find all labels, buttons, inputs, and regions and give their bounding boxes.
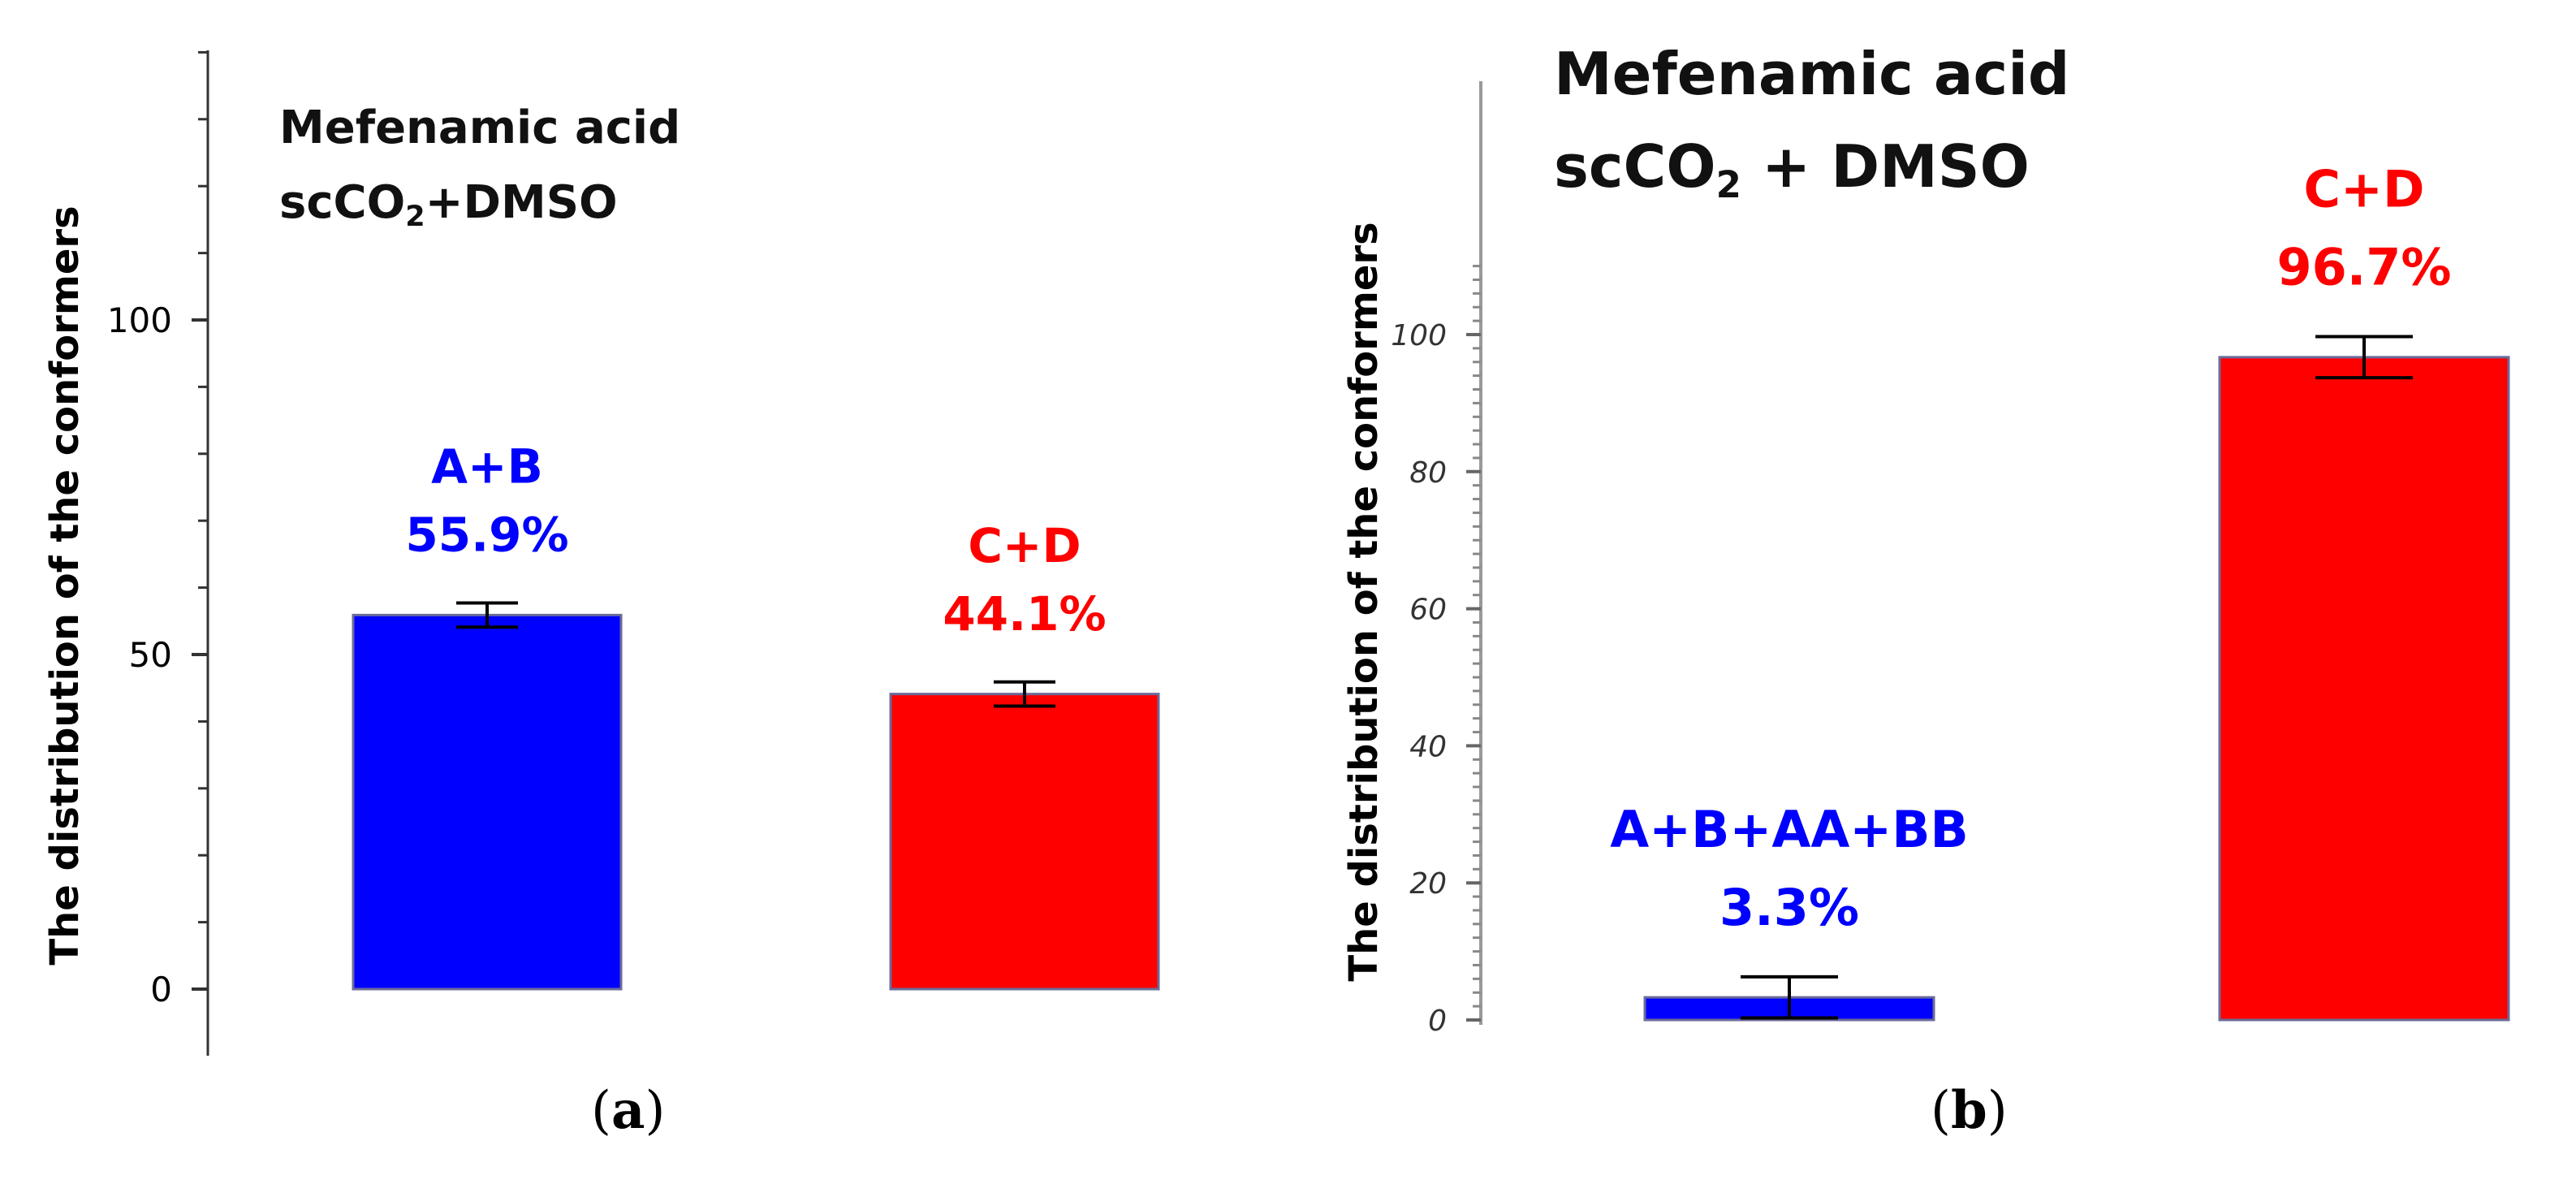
chart-b-value-label: 96.7%	[2276, 238, 2451, 297]
chart-a-category-label: A+B	[431, 439, 543, 495]
chart-b-ytick-label: 100	[1391, 319, 1447, 352]
chart-b-category-label: A+B+AA+BB	[1610, 800, 1969, 859]
chart-a-ytick-label: 100	[107, 300, 172, 340]
chart-a-title-line2: scCO2+DMSO	[279, 176, 618, 233]
chart-a-svg: 0 50 100 The distribution of the conformers…	[42, 50, 1160, 1056]
chart-a-category-label: C+D	[968, 518, 1081, 573]
chart-a-ylabel: The distribution of the conformers	[42, 205, 88, 965]
chart-b-ylabel: The distribution of the conformers	[1341, 222, 1387, 981]
chart-b-ytick-label: 20	[1409, 867, 1447, 901]
panel-b-caption: (b)	[1931, 1080, 2008, 1141]
chart-b-bar-c-d	[2218, 356, 2510, 1022]
chart-b-ytick-label: 60	[1409, 594, 1447, 627]
chart-a-value-label: 44.1%	[943, 586, 1106, 642]
chart-b-ytick-label: 80	[1409, 456, 1447, 490]
chart-a-title-line1: Mefenamic acid	[279, 102, 680, 154]
panel-a-caption: (a)	[591, 1080, 666, 1141]
chart-panel-b: 0 20 40 60 80 100 The distribution of the conf…	[1288, 0, 2576, 1184]
chart-a-ytick-label: 0	[150, 970, 172, 1009]
chart-b-ytick-label: 40	[1409, 730, 1447, 763]
chart-b-title-line2: scCO2 + DMSO	[1554, 132, 2030, 206]
chart-a-bar-a-b	[352, 613, 623, 991]
chart-b-ytick-label: 0	[1428, 1005, 1447, 1038]
chart-panel-a: 0 50 100 The distribution of the conformers…	[42, 50, 1160, 1141]
chart-a-value-label: 55.9%	[405, 508, 568, 563]
chart-a-bar-c-d	[889, 693, 1160, 991]
chart-b-value-label: 3.3%	[1719, 878, 1859, 937]
chart-b-title-line1: Mefenamic acid	[1554, 40, 2069, 108]
chart-b-category-label: C+D	[2304, 160, 2425, 219]
chart-a-ytick-label: 50	[129, 635, 172, 675]
